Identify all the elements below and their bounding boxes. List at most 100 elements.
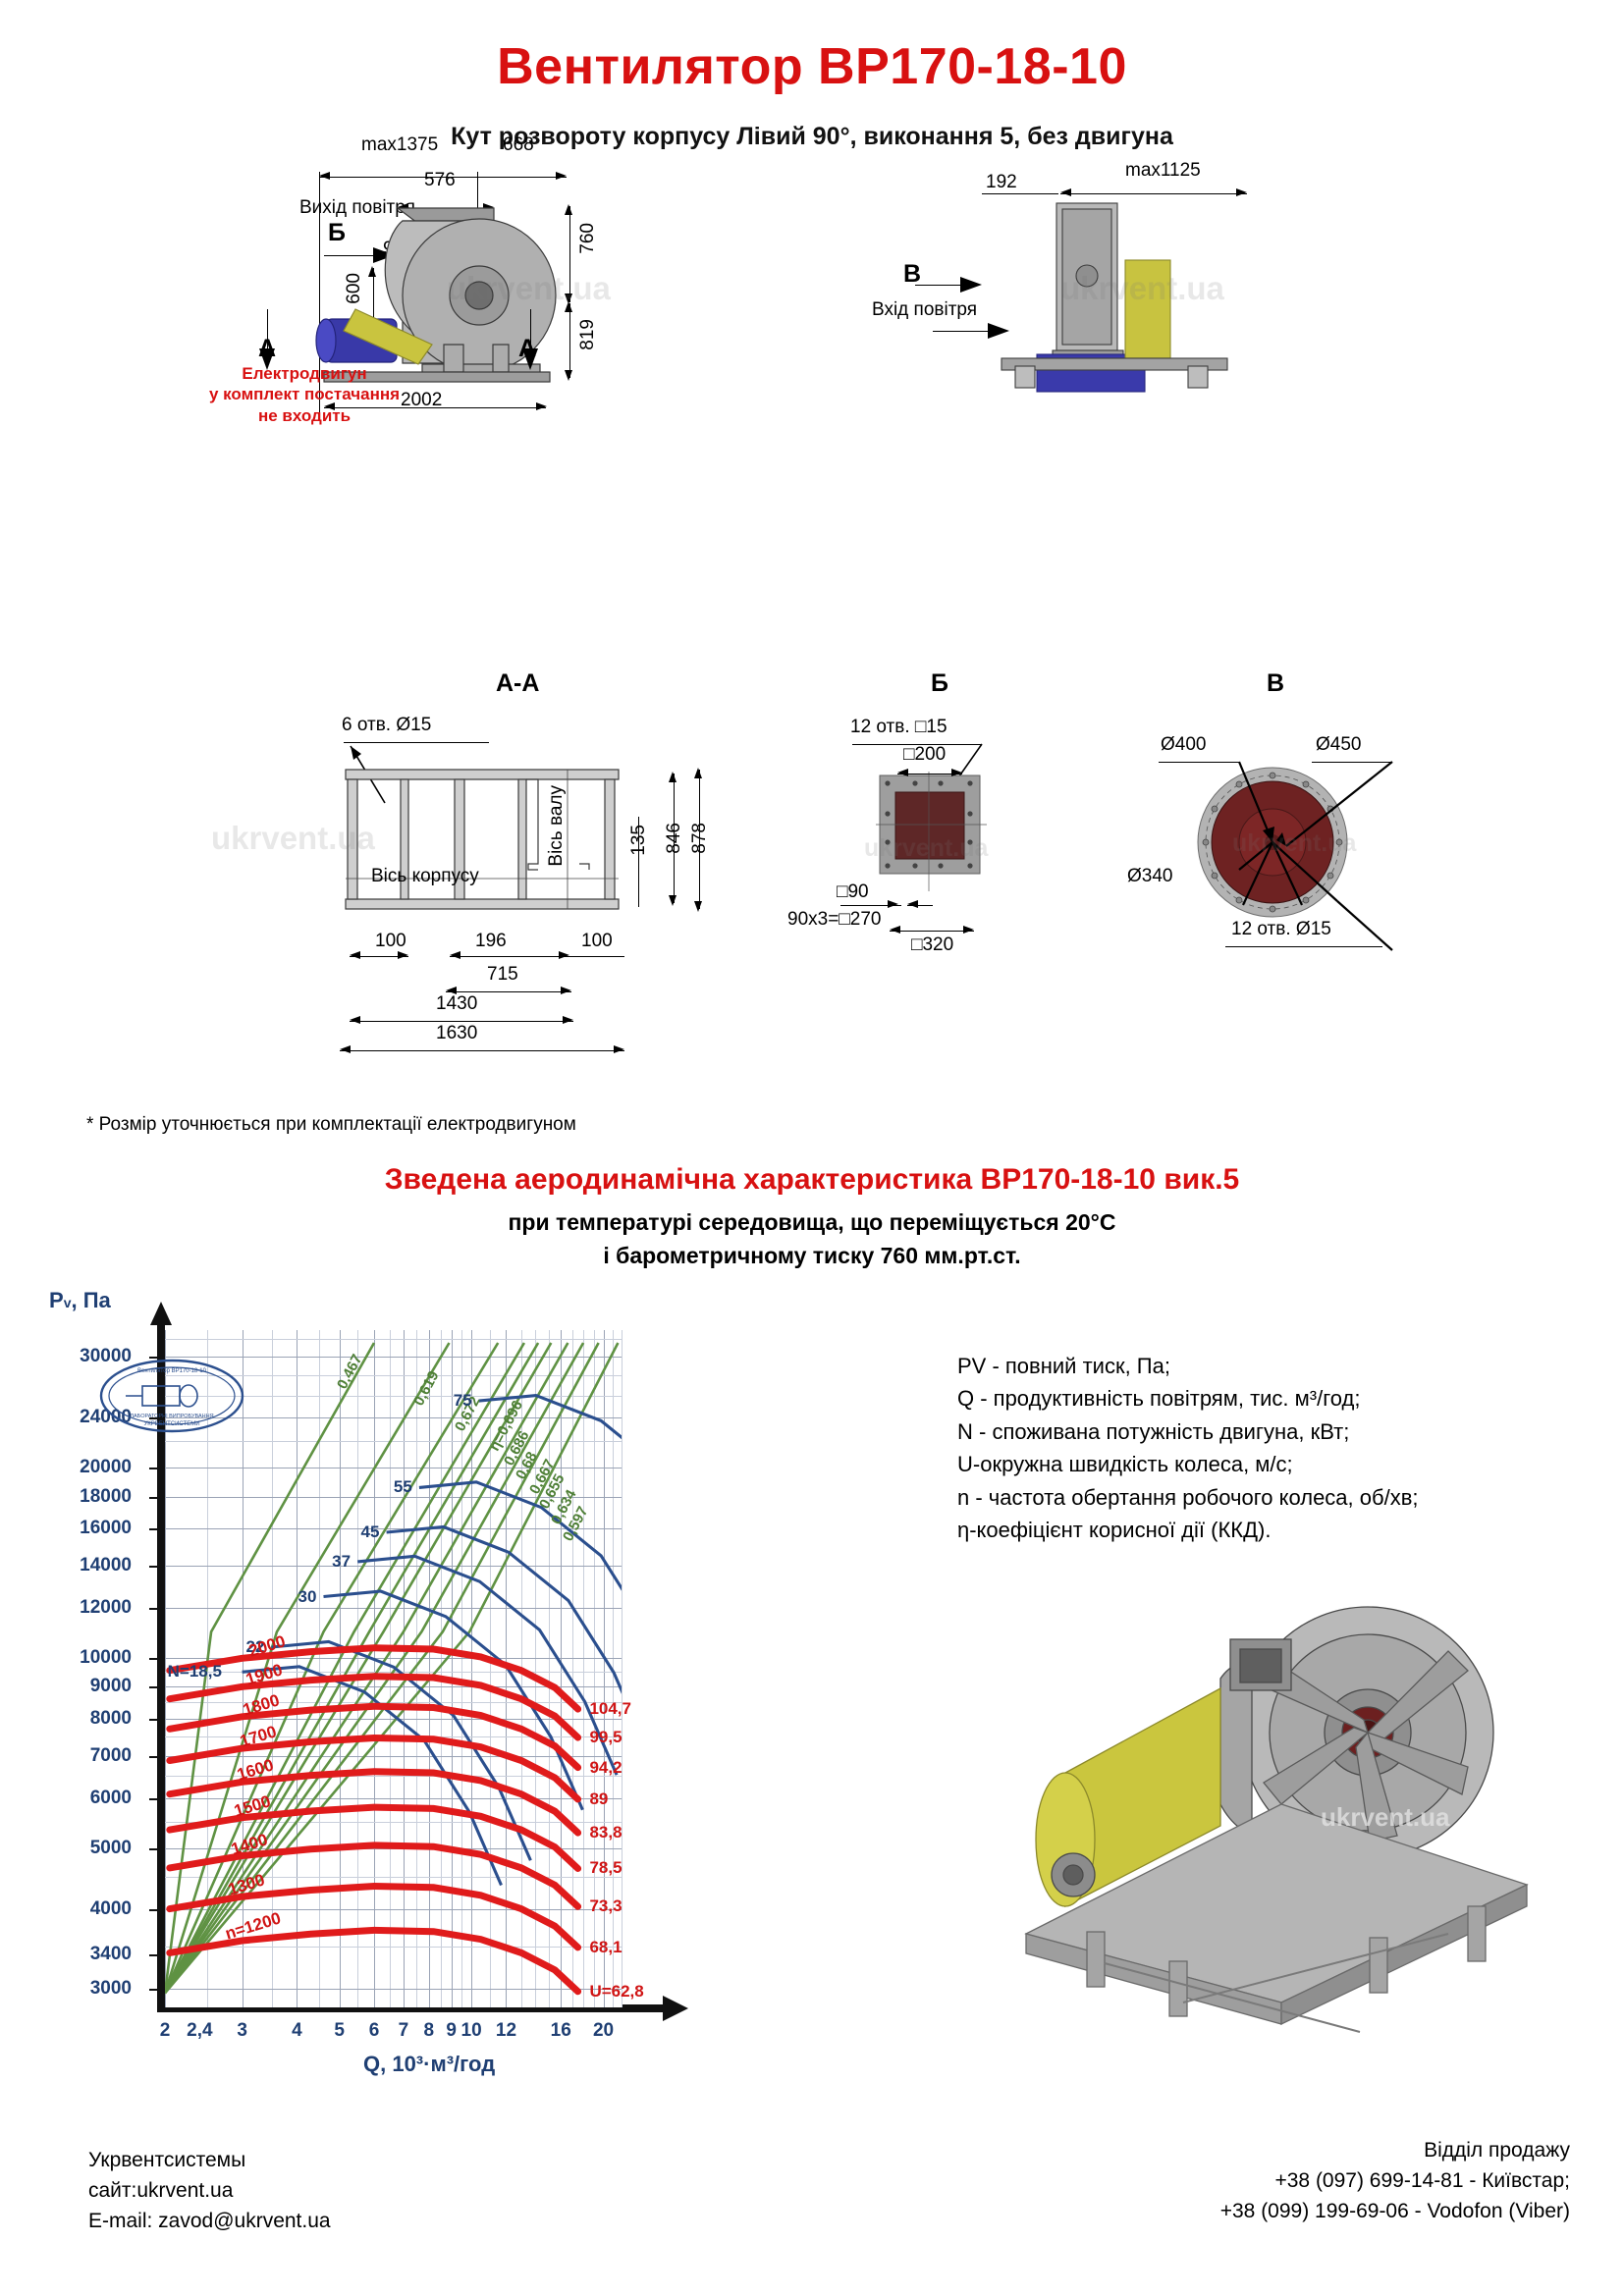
dim-d400: Ø400 [1161, 734, 1207, 755]
chart-curve [166, 1734, 582, 1803]
u-velocity-label: 99,5 [589, 1728, 623, 1747]
u-velocity-label: 78,5 [589, 1858, 623, 1878]
y-tick-label: 30000 [80, 1345, 132, 1366]
view-b-label: Б [931, 669, 948, 697]
n-speed-curve-label: 1900 [243, 1660, 285, 1689]
dim-sq200: □200 [903, 744, 947, 765]
n-speed-curve-label: 1600 [234, 1755, 276, 1785]
u-velocity-label: 73,3 [589, 1896, 623, 1916]
y-tick-label: 12000 [80, 1596, 132, 1618]
svg-text:ukrvent.ua: ukrvent.ua [1321, 1802, 1450, 1832]
label-axis-shaft: Вісь валу [546, 785, 567, 867]
dim-760: 760 [577, 223, 598, 254]
x-tick-label: 16 [550, 2020, 571, 2041]
phone-kyivstar[interactable]: +38 (097) 699-14-81 - Київстар; [1274, 2169, 1570, 2193]
label-12-holes-b: 12 отв. □15 [850, 717, 947, 737]
u-velocity-label: 89 [589, 1789, 609, 1808]
dim-819: 819 [577, 319, 598, 350]
label-air-outlet: Вихід повітря [299, 197, 415, 218]
svg-text:ЛАБОРАТОРНІ ВИПРОБУВАННЯ: ЛАБОРАТОРНІ ВИПРОБУВАННЯ [130, 1414, 213, 1419]
chart-curve [165, 1342, 540, 1995]
product-photo: ukrvent.ua [957, 1541, 1566, 2091]
n-power-curve-label: 75 [453, 1391, 472, 1411]
dim-d450: Ø450 [1316, 734, 1362, 755]
y-tick-label: 3000 [89, 1977, 132, 1999]
label-12-holes-v: 12 отв. Ø15 [1231, 919, 1331, 939]
x-tick-label: 4 [292, 2020, 302, 2041]
dim-196: 196 [475, 931, 507, 951]
x-tick-label: 6 [368, 2020, 380, 2041]
n-speed-curve-label: 1400 [228, 1829, 270, 1859]
y-tick-label: 16000 [80, 1518, 132, 1539]
dim-715: 715 [487, 964, 518, 985]
chart-curve [165, 1342, 376, 1994]
section-aa-label: А-А [496, 669, 540, 697]
y-axis-arrow [150, 1302, 172, 1325]
chart-curve [165, 1342, 451, 1994]
chart-curve [165, 1342, 526, 1995]
u-velocity-label: 94,2 [589, 1757, 623, 1777]
chart-curve [166, 1673, 582, 1741]
sales-title: Відділ продажу [1424, 2139, 1570, 2162]
dim-d340: Ø340 [1127, 866, 1173, 886]
n-power-curve-label: 22 [245, 1636, 265, 1656]
email[interactable]: E-mail: zavod@ukrvent.ua [88, 2210, 331, 2233]
x-tick-label: 2 [159, 2020, 171, 2041]
chart-legend: PV - повний тиск, Па; Q - продуктивність… [957, 1350, 1419, 1547]
legend-line: U-окружна швидкість колеса, м/с; [957, 1452, 1293, 1477]
chart-curve [166, 1842, 582, 1910]
chart-curve [165, 1342, 620, 1995]
svg-text:УКРВЕНТСИСТЕМИ: УКРВЕНТСИСТЕМИ [143, 1421, 199, 1427]
dim-sq320: □320 [911, 934, 954, 955]
n-speed-curve-label: 1800 [240, 1690, 282, 1720]
chart-curve [166, 1644, 582, 1713]
dim-192: 192 [986, 172, 1017, 192]
company-name: Укрвентсистемы [88, 2149, 246, 2171]
view-marker-v: В [903, 260, 922, 288]
n-speed-curve-label: 1700 [237, 1722, 279, 1751]
dim-576: 576 [424, 170, 456, 190]
side-view-drawing: max1375 668 Вихід повітря 576 Б 600 90° [245, 134, 658, 417]
y-axis-title: Pv, Па [49, 1288, 111, 1312]
x-tick-label: 20 [592, 2020, 615, 2041]
footer-contact-right: Відділ продажу +38 (097) 699-14-81 - Киї… [1220, 2135, 1570, 2226]
chart-curve [386, 1524, 622, 1694]
chart-curve [271, 1639, 532, 1861]
x-tick-labels: 2 2,4 3 4 5 6 7 8 9 10 12 16 20 [39, 2020, 727, 2059]
chart-subtitle-1: при температурі середовища, що переміщує… [508, 1209, 1116, 1235]
x-axis-arrow [663, 1996, 688, 2021]
y-tick-label: 5000 [89, 1837, 132, 1858]
y-tick-labels: 3000 3400 4000 5000 6000 7000 8000 9000 10000 120… [39, 1296, 158, 2042]
x-tick-label: 9 [446, 2020, 457, 2041]
page-title: Вентилятор ВР170-18-10 [497, 38, 1127, 95]
dim-100-right: 100 [581, 931, 613, 951]
eta-curve-label: 0,467 [334, 1351, 366, 1392]
x-axis-title: Q, 10³·м³/год [363, 2052, 496, 2076]
legend-line: N - споживана потужність двигуна, кВт; [957, 1418, 1350, 1444]
laboratory-stamp: Вентилятор ВР170-18-10 ЛАБОРАТОРНІ ВИПРО… [98, 1357, 245, 1433]
curve-labels: 0,467 0,619 0,672 η=0,696 0,686 0,68 0,667 0,65… [39, 1296, 943, 2081]
chart-curve [165, 1342, 500, 1994]
chart-curve [242, 1665, 503, 1887]
phone-vodafone[interactable]: +38 (099) 199-69-06 - Vodofon (Viber) [1219, 2200, 1570, 2223]
y-axis [157, 1323, 165, 2010]
y-tick-label: 18000 [80, 1485, 132, 1507]
svg-text:Вентилятор ВР170-18-10: Вентилятор ВР170-18-10 [137, 1368, 207, 1374]
y-tick-label: 3400 [89, 1943, 132, 1964]
dim-2002: 2002 [401, 390, 443, 410]
x-tick-label: 2,4 [187, 2020, 213, 2041]
dim-100-left: 100 [375, 931, 406, 951]
chart-curve [418, 1480, 622, 1591]
y-tick-label: 14000 [80, 1554, 132, 1575]
section-aa-drawing: А-А 6 отв. Ø15 Вісь корпусу Вісь валу 13… [295, 669, 710, 1070]
y-tick-label: 4000 [89, 1898, 132, 1920]
legend-line: η-коефіцієнт корисної дії (ККД). [957, 1518, 1272, 1543]
chart-curve [166, 1702, 582, 1772]
dim-90x3: 90х3=□270 [787, 909, 882, 930]
u-velocity-label: 83,8 [589, 1823, 623, 1842]
y-tick-label: 10000 [80, 1646, 132, 1668]
n-power-curve-label: 30 [298, 1586, 317, 1606]
website[interactable]: сайт:ukrvent.ua [88, 2179, 234, 2203]
view-v-label: В [1267, 669, 1285, 697]
page-subtitle: Кут розвороту корпусу Лівий 90°, виконан… [451, 123, 1173, 150]
